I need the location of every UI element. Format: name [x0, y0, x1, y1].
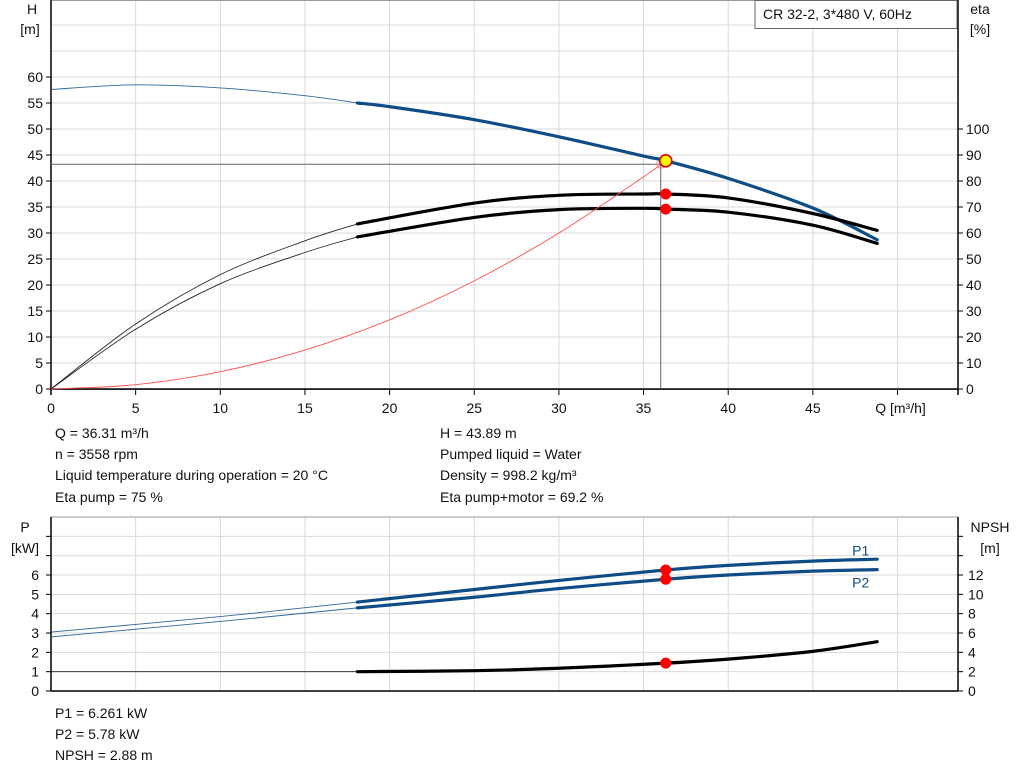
npsh-tick-label: 4	[968, 644, 976, 660]
title-box	[754, 0, 958, 29]
q-tick-label: 30	[551, 400, 567, 416]
npsh-tick-label: 8	[968, 606, 976, 622]
info-speed: n = 3558 rpm	[55, 446, 138, 462]
h-tick-label: 30	[27, 225, 43, 241]
info-p1: P1 = 6.261 kW	[55, 705, 148, 721]
p1-curve-extended	[50, 601, 358, 633]
eta-tick-label: 10	[966, 355, 982, 371]
h-tick-label: 55	[27, 95, 43, 111]
p2-curve	[355, 568, 879, 610]
q-tick-label: 0	[47, 400, 55, 416]
plot-frame-bottom	[50, 516, 959, 692]
head-curve-extended	[50, 84, 358, 104]
eta-pump-duty-marker	[660, 188, 672, 200]
npsh-tick-label: 12	[968, 567, 984, 583]
eta-tick-label: 30	[966, 303, 982, 319]
p-tick-label: 6	[31, 567, 39, 583]
h-tick-label: 10	[27, 329, 43, 345]
info-npsh: NPSH = 2.88 m	[55, 747, 153, 763]
h-tick-label: 5	[35, 355, 43, 371]
info-p2: P2 = 5.78 kW	[55, 726, 140, 742]
npsh-tick-label: 2	[968, 664, 976, 680]
info-temperature: Liquid temperature during operation = 20…	[55, 467, 328, 483]
q-tick-label: 35	[636, 400, 652, 416]
q-tick-label: 5	[132, 400, 140, 416]
h-tick-label: 40	[27, 173, 43, 189]
duty-point-marker	[658, 153, 673, 168]
npsh-tick-label: 6	[968, 625, 976, 641]
npsh-axis-label: NPSH	[971, 519, 1010, 535]
p-tick-label: 0	[31, 683, 39, 699]
q-tick-label: 25	[466, 400, 482, 416]
info-liquid: Pumped liquid = Water	[440, 446, 582, 462]
npsh-duty-marker	[660, 657, 672, 669]
eta-tick-label: 50	[966, 251, 982, 267]
h-axis-label: H	[27, 1, 37, 17]
p2-duty-marker	[660, 573, 672, 585]
eta-tick-label: 40	[966, 277, 982, 293]
p2-series-label: P2	[852, 575, 869, 591]
p-axis-unit: [kW]	[11, 540, 39, 556]
info-eta-total: Eta pump+motor = 69.2 %	[440, 489, 604, 505]
npsh-axis-unit: [m]	[980, 540, 999, 556]
npsh-tick-label: 0	[968, 683, 976, 699]
p-tick-label: 4	[31, 606, 39, 622]
eta-axis-unit: [%]	[970, 21, 990, 37]
chart-title: CR 32-2, 3*480 V, 60Hz	[763, 6, 912, 22]
h-tick-label: 25	[27, 251, 43, 267]
eta-total-curve-extended	[50, 236, 358, 390]
p-tick-label: 3	[31, 625, 39, 641]
plot-frame-top	[50, 0, 959, 390]
p-tick-label: 1	[31, 664, 39, 680]
h-tick-label: 45	[27, 147, 43, 163]
info-eta-pump: Eta pump = 75 %	[55, 489, 163, 505]
p2-curve-extended	[50, 607, 358, 638]
h-axis-unit: [m]	[20, 21, 39, 37]
p1-curve	[355, 557, 879, 604]
eta-tick-label: 100	[966, 121, 990, 137]
h-tick-label: 35	[27, 199, 43, 215]
eta-axis-label: eta	[970, 1, 990, 17]
npsh-tick-label: 10	[968, 586, 984, 602]
p-axis-label: P	[20, 519, 29, 535]
eta-tick-label: 90	[966, 147, 982, 163]
q-tick-label: 10	[213, 400, 229, 416]
p1-duty-marker	[660, 564, 672, 576]
info-q: Q = 36.31 m³/h	[55, 425, 149, 441]
h-tick-label: 0	[35, 381, 43, 397]
p1-series-label: P1	[852, 543, 869, 559]
info-head: H = 43.89 m	[440, 425, 517, 441]
h-tick-label: 15	[27, 303, 43, 319]
head-curve	[355, 101, 879, 242]
h-tick-label: 20	[27, 277, 43, 293]
eta-pump-curve	[355, 192, 879, 232]
h-tick-label: 50	[27, 121, 43, 137]
x-axis-label: Q [m³/h]	[875, 400, 926, 416]
q-tick-label: 45	[805, 400, 821, 416]
info-density: Density = 998.2 kg/m³	[440, 467, 577, 483]
q-tick-label: 15	[297, 400, 313, 416]
eta-tick-label: 60	[966, 225, 982, 241]
system-curve	[50, 160, 666, 390]
eta-tick-label: 0	[966, 381, 974, 397]
eta-tick-label: 70	[966, 199, 982, 215]
p-tick-label: 5	[31, 586, 39, 602]
eta-tick-label: 80	[966, 173, 982, 189]
eta-total-duty-marker	[660, 203, 672, 215]
p-tick-label: 2	[31, 644, 39, 660]
eta-tick-label: 20	[966, 329, 982, 345]
eta-pump-curve-extended	[50, 223, 358, 390]
h-tick-label: 60	[27, 69, 43, 85]
eta-total-curve	[355, 206, 879, 245]
q-tick-label: 20	[382, 400, 398, 416]
q-tick-label: 40	[720, 400, 736, 416]
npsh-curve	[355, 640, 879, 674]
